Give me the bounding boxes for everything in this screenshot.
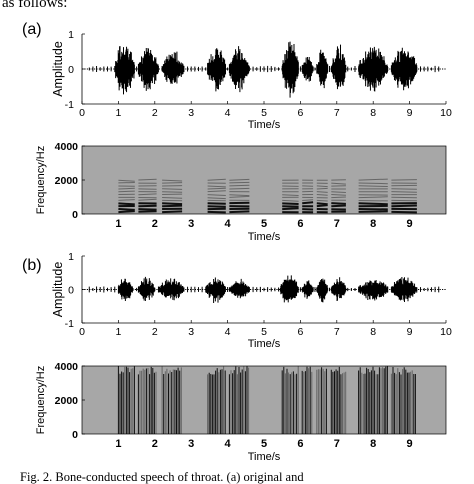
panel-a-label: (a): [22, 21, 42, 38]
spectral-energy-light: [118, 178, 417, 202]
figure-caption: Fig. 2. Bone-conducted speech of throat.…: [20, 470, 304, 484]
spectral-energy-dark: [117, 366, 416, 434]
x-tick-label: 9: [407, 107, 413, 119]
y-tick-label: -1: [65, 99, 74, 111]
x-axis-label: Time/s: [248, 119, 281, 131]
x-tick-label: 1: [115, 326, 121, 338]
x-tick-label: 5: [261, 218, 267, 230]
waveform-trace: [88, 275, 440, 304]
x-tick-label: 6: [297, 438, 303, 450]
x-tick-label: 2: [152, 107, 158, 119]
y-tick-label: 4000: [55, 361, 79, 373]
x-tick-label: 2: [152, 218, 158, 230]
x-tick-label: 4: [225, 326, 231, 338]
y-axis-label: Amplitude: [51, 262, 65, 318]
x-tick-label: 5: [261, 438, 267, 450]
spectral-energy-dark: [118, 201, 417, 214]
spectral-energy-light: [124, 366, 413, 434]
x-tick-label: 2: [152, 438, 158, 450]
y-tick-label: 1: [68, 251, 74, 263]
x-tick-label: 2: [152, 326, 158, 338]
y-tick-label: 0: [72, 209, 78, 221]
x-tick-label: 6: [297, 218, 303, 230]
x-axis-label: Time/s: [248, 231, 281, 243]
x-tick-label: 4: [225, 438, 232, 450]
x-tick-label: 9: [407, 326, 413, 338]
x-tick-label: 3: [188, 107, 194, 119]
y-tick-label: 0: [68, 64, 74, 76]
x-tick-label: 1: [115, 218, 121, 230]
x-tick-label: 7: [334, 107, 340, 119]
x-tick-label: 6: [297, 107, 303, 119]
y-tick-label: 0: [68, 285, 74, 297]
x-tick-label: 0: [79, 107, 85, 119]
x-tick-label: 6: [297, 326, 303, 338]
x-tick-label: 5: [261, 107, 267, 119]
y-tick-label: 4000: [55, 141, 79, 153]
y-axis-label: Amplitude: [51, 41, 65, 97]
x-axis-label: Time/s: [248, 338, 281, 350]
spectrogram-plot-a: 4000 2000 0 1 2 3 4 5 6 7 8 9 Time/s Frequency/Hz: [35, 141, 447, 243]
x-tick-label: 3: [188, 438, 194, 450]
x-tick-label: 1: [115, 438, 121, 450]
x-tick-label: 10: [440, 107, 452, 119]
y-tick-label: 2000: [55, 175, 79, 187]
x-tick-label: 1: [115, 107, 121, 119]
header-text: as follows:: [2, 0, 68, 11]
x-tick-label: 8: [370, 107, 376, 119]
panel-b-label: (b): [22, 257, 42, 274]
x-tick-label: 8: [370, 326, 376, 338]
y-tick-label: 1: [68, 29, 74, 41]
x-tick-label: 9: [407, 438, 413, 450]
x-tick-label: 5: [261, 326, 267, 338]
y-tick-label: 2000: [55, 395, 79, 407]
y-axis-label: Frequency/Hz: [35, 146, 47, 214]
x-tick-label: 7: [334, 218, 340, 230]
x-tick-label: 9: [407, 218, 413, 230]
y-tick-label: 0: [72, 429, 78, 441]
x-tick-label: 7: [334, 326, 340, 338]
waveform-trace: [88, 41, 440, 98]
x-tick-label: 10: [440, 326, 452, 338]
x-tick-label: 3: [188, 326, 194, 338]
x-tick-label: 3: [188, 218, 194, 230]
x-axis-label: Time/s: [248, 451, 281, 463]
x-tick-label: 8: [370, 218, 376, 230]
x-tick-label: 8: [370, 438, 376, 450]
x-tick-label: 0: [79, 326, 85, 338]
y-axis-label: Frequency/Hz: [35, 366, 47, 434]
y-tick-label: -1: [65, 318, 74, 330]
spectrogram-plot-b: 4000 2000 0 1 2 3 4 5 6 7 8 9 Time/s Frequency/Hz: [35, 361, 447, 463]
x-tick-label: 4: [225, 218, 232, 230]
x-tick-label: 7: [334, 438, 340, 450]
x-tick-label: 4: [225, 107, 231, 119]
